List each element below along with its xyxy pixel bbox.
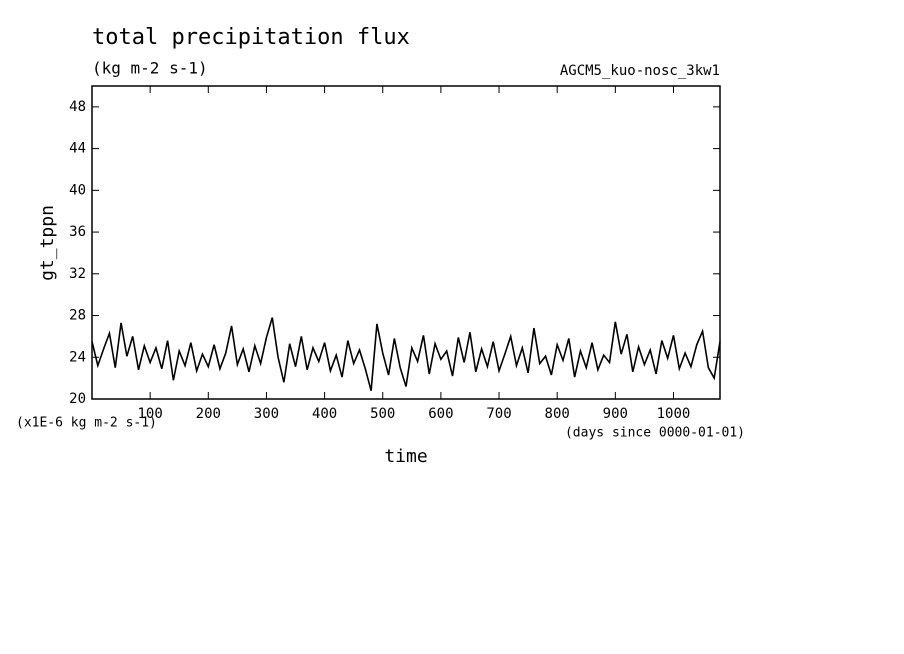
x-tick-label: 200 [196, 406, 221, 422]
chart-title: total precipitation flux [92, 25, 410, 50]
x-axis-label: time [384, 446, 427, 467]
y-axis-label: gt_tppn [37, 205, 58, 281]
x-tick-label: 400 [312, 406, 337, 422]
y-tick-label: 20 [69, 391, 86, 407]
y-tick-label: 44 [69, 141, 86, 157]
x-tick-label: 800 [545, 406, 570, 422]
chart-subtitle: (kg m-2 s-1) [92, 59, 208, 78]
annotation: AGCM5_kuo-nosc_3kw1 [560, 63, 720, 79]
x-tick-label: 100 [137, 406, 162, 422]
x-tick-label: 600 [428, 406, 453, 422]
x-tick-label: 1000 [657, 406, 691, 422]
y-tick-label: 36 [69, 224, 86, 240]
y-tick-label: 48 [69, 99, 86, 115]
x-tick-label: 500 [370, 406, 395, 422]
y-tick-label: 24 [69, 349, 86, 365]
x-unit: (days since 0000-01-01) [565, 426, 745, 441]
series-line [91, 317, 721, 391]
x-tick-label: 700 [486, 406, 511, 422]
y-unit: (x1E-6 kg m-2 s-1) [16, 416, 157, 431]
plot-frame [91, 85, 721, 400]
x-tick-label: 900 [603, 406, 628, 422]
y-tick-label: 32 [69, 266, 86, 282]
x-tick-label: 300 [254, 406, 279, 422]
y-tick-label: 40 [69, 182, 86, 198]
y-tick-label: 28 [69, 308, 86, 324]
